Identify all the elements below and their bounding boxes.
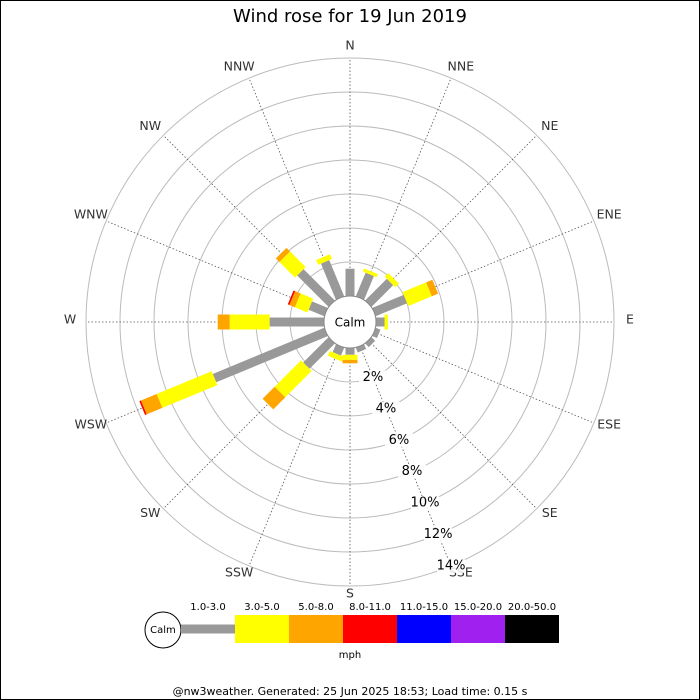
r-tick-label: 2% bbox=[363, 370, 384, 385]
direction-label: W bbox=[64, 312, 76, 327]
legend-label: 5.0-8.0 bbox=[298, 602, 333, 613]
legend-swatch bbox=[451, 615, 505, 643]
spoke bbox=[105, 220, 327, 313]
bar-segment bbox=[362, 268, 378, 278]
direction-label: ESE bbox=[597, 416, 621, 431]
bar-segment bbox=[294, 293, 314, 313]
tick-label-bg bbox=[411, 496, 440, 511]
r-tick-label: 6% bbox=[389, 433, 410, 448]
bar-segment bbox=[156, 371, 218, 408]
bar-segment bbox=[372, 327, 381, 339]
bar-segment bbox=[262, 386, 286, 410]
bar-segment bbox=[384, 273, 399, 288]
r-tick-label: 10% bbox=[411, 496, 440, 511]
bar-segment bbox=[139, 400, 147, 415]
bar-segment bbox=[279, 251, 306, 278]
spoke bbox=[359, 77, 452, 299]
direction-label: SE bbox=[542, 505, 558, 520]
bar-segment bbox=[327, 351, 344, 362]
bar-segment bbox=[275, 247, 291, 263]
bar-segment bbox=[297, 269, 335, 307]
spoke bbox=[248, 345, 341, 567]
bar-segment bbox=[303, 337, 335, 369]
bar-segment bbox=[426, 279, 439, 297]
direction-label: WSW bbox=[75, 416, 108, 431]
bar-segment bbox=[287, 290, 296, 305]
bar-segment bbox=[316, 254, 333, 265]
legend-label: 11.0-15.0 bbox=[400, 602, 448, 613]
direction-label: SW bbox=[140, 505, 160, 520]
r-tick-label: 14% bbox=[437, 558, 466, 573]
tick-label-bg bbox=[397, 464, 426, 479]
calm-circle bbox=[323, 295, 377, 349]
bar-segment bbox=[355, 344, 367, 353]
bar-segment bbox=[332, 344, 345, 356]
direction-label: WNW bbox=[74, 207, 108, 222]
r-tick-label: 4% bbox=[376, 401, 397, 416]
legend-swatch bbox=[397, 615, 451, 643]
grid-circle bbox=[187, 159, 513, 485]
legend-label: 3.0-5.0 bbox=[244, 602, 279, 613]
legend-label: 1.0-3.0 bbox=[190, 602, 225, 613]
direction-label: E bbox=[626, 312, 634, 327]
legend-swatch bbox=[181, 624, 235, 634]
direction-label: NNW bbox=[224, 58, 255, 73]
bar-segment bbox=[140, 393, 163, 415]
bar-segment bbox=[365, 278, 394, 307]
spoke bbox=[368, 135, 537, 304]
bar-segment bbox=[365, 337, 376, 348]
tick-label-bg bbox=[384, 433, 413, 448]
direction-label: NE bbox=[541, 118, 558, 133]
footer: @nw3weather. Generated: 25 Jun 2025 18:5… bbox=[173, 685, 528, 698]
legend-label: 15.0-20.0 bbox=[454, 602, 502, 613]
legend-swatch bbox=[343, 615, 397, 643]
legend-swatch bbox=[235, 615, 289, 643]
tick-label-bg bbox=[358, 370, 387, 385]
legend-swatch bbox=[289, 615, 343, 643]
bar-segment bbox=[355, 272, 374, 300]
bar-segment bbox=[402, 282, 432, 306]
grid-circle bbox=[153, 125, 547, 519]
legend-calm-label: Calm bbox=[150, 625, 176, 636]
bar-segment bbox=[320, 260, 345, 300]
bar-segment bbox=[274, 360, 312, 398]
r-tick-label: 12% bbox=[424, 527, 453, 542]
r-tick-label: 8% bbox=[402, 464, 423, 479]
legend-label: 8.0-11.0 bbox=[349, 602, 391, 613]
spoke bbox=[368, 340, 537, 509]
calm-label: Calm bbox=[335, 316, 366, 330]
direction-label: SSW bbox=[225, 565, 253, 580]
bar-segment bbox=[372, 294, 408, 317]
legend-swatch bbox=[505, 615, 559, 643]
tick-label-bg bbox=[424, 527, 453, 542]
direction-label: NNE bbox=[448, 58, 475, 73]
legend-label: 20.0-50.0 bbox=[508, 602, 556, 613]
bar-segment bbox=[289, 291, 301, 308]
grid-circle bbox=[85, 57, 615, 587]
direction-label: ENE bbox=[597, 207, 622, 222]
bar-segment bbox=[212, 327, 328, 383]
direction-label: N bbox=[345, 38, 354, 53]
tick-label-bg bbox=[437, 558, 466, 573]
bar-segment bbox=[308, 301, 328, 317]
direction-label: S bbox=[346, 586, 354, 601]
tick-label-bg bbox=[371, 401, 400, 416]
chart-title: Wind rose for 19 Jun 2019 bbox=[233, 6, 467, 27]
unit-label: mph bbox=[339, 650, 361, 661]
direction-label: NW bbox=[139, 118, 161, 133]
spoke bbox=[373, 331, 595, 424]
